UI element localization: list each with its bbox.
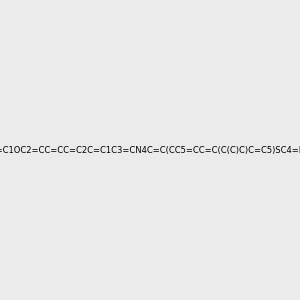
Text: O=C1OC2=CC=CC=C2C=C1C3=CN4C=C(CC5=CC=C(C(C)C)C=C5)SC4=N3: O=C1OC2=CC=CC=C2C=C1C3=CN4C=C(CC5=CC=C(C… <box>0 146 300 154</box>
